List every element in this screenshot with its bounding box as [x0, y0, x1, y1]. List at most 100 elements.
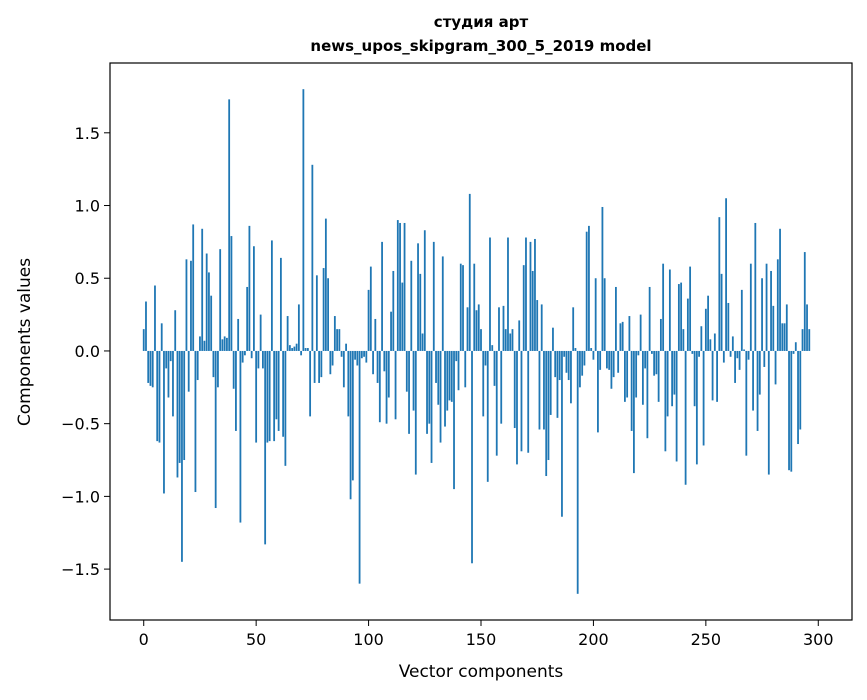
- bar: [169, 350, 172, 362]
- bar: [201, 228, 204, 351]
- bar: [302, 89, 305, 351]
- bar: [349, 350, 352, 500]
- bar: [493, 350, 496, 386]
- bar: [615, 286, 617, 351]
- bar: [369, 266, 372, 351]
- bar: [172, 350, 174, 417]
- bar: [147, 350, 150, 383]
- bar: [253, 246, 255, 351]
- bar: [356, 350, 359, 366]
- bar: [617, 350, 620, 373]
- bar: [767, 350, 770, 475]
- bar: [734, 350, 736, 383]
- bar: [273, 350, 276, 442]
- bar: [650, 350, 653, 354]
- bar: [266, 350, 269, 443]
- bar: [320, 350, 323, 378]
- bar: [264, 350, 267, 545]
- bar: [430, 350, 433, 463]
- bar: [558, 350, 561, 381]
- bar: [151, 350, 154, 388]
- bar: [381, 241, 383, 351]
- bar: [167, 350, 170, 398]
- bar: [426, 350, 428, 434]
- bar: [619, 323, 622, 351]
- bar: [633, 350, 635, 474]
- bar: [293, 346, 296, 351]
- bar: [392, 270, 395, 351]
- bar: [624, 350, 626, 402]
- bar: [378, 350, 381, 423]
- bar: [747, 350, 750, 360]
- bar: [190, 260, 192, 351]
- bar: [666, 350, 669, 417]
- bar: [462, 265, 464, 351]
- y-tick-label: 0.0: [75, 342, 100, 361]
- bar: [779, 228, 781, 351]
- bar: [502, 305, 505, 351]
- bar: [657, 350, 660, 402]
- y-tick-label: −0.5: [61, 415, 100, 434]
- bar: [628, 316, 631, 351]
- bar: [713, 333, 716, 351]
- bar: [556, 350, 559, 418]
- bar: [520, 350, 523, 452]
- bar: [801, 329, 804, 351]
- bar: [597, 350, 599, 433]
- bar: [693, 350, 696, 407]
- bar: [646, 350, 649, 439]
- bar: [641, 350, 644, 405]
- bar: [704, 308, 707, 351]
- bar: [482, 350, 485, 417]
- bar: [547, 350, 550, 461]
- bar: [228, 99, 231, 351]
- bar: [736, 350, 739, 359]
- bar: [745, 350, 748, 456]
- bar: [246, 286, 249, 351]
- bar: [794, 342, 797, 351]
- bar: [221, 339, 224, 351]
- bar: [610, 350, 613, 389]
- y-tick-label: −1.0: [61, 487, 100, 506]
- bar: [142, 329, 145, 351]
- bar: [570, 350, 572, 404]
- bar-series: [142, 89, 811, 594]
- bar: [288, 345, 291, 351]
- bar: [313, 350, 316, 383]
- bar: [803, 252, 806, 351]
- bar: [318, 350, 321, 383]
- bar: [763, 350, 766, 367]
- bar: [563, 350, 566, 357]
- bar: [403, 222, 406, 351]
- bar: [792, 350, 795, 354]
- bar: [707, 295, 709, 351]
- bar: [387, 350, 390, 398]
- bar: [758, 350, 761, 395]
- bar: [603, 278, 606, 351]
- bar: [257, 350, 260, 369]
- bar: [244, 350, 246, 356]
- bar: [435, 350, 437, 383]
- bar: [194, 350, 197, 493]
- bar: [205, 253, 208, 351]
- bar: [583, 350, 586, 366]
- bar: [727, 302, 730, 351]
- bar: [725, 198, 727, 351]
- bar: [300, 350, 303, 356]
- bar: [731, 336, 734, 351]
- bar: [421, 333, 424, 351]
- bar: [156, 350, 159, 442]
- bar: [700, 326, 703, 351]
- bar: [268, 350, 271, 442]
- bar: [459, 263, 462, 351]
- bar: [367, 289, 370, 351]
- bar: [419, 273, 422, 351]
- bar: [536, 300, 539, 351]
- bar: [785, 304, 788, 351]
- bar: [655, 350, 658, 375]
- bar: [275, 350, 278, 420]
- x-axis-ticks: 0 50 100 150 200 250 300: [139, 620, 834, 649]
- y-tick-label: 1.0: [75, 197, 100, 216]
- bar: [608, 350, 611, 370]
- bar: [720, 273, 723, 351]
